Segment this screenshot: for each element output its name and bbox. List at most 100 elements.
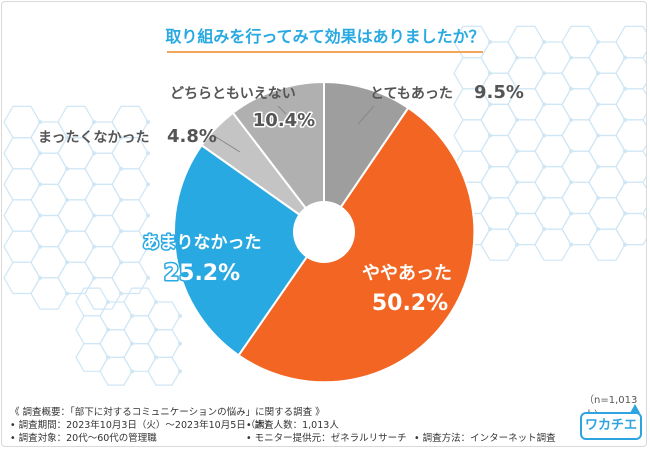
hexagon-decoration [57, 199, 95, 232]
pie-slice [323, 80, 410, 236]
hexagon-decoration [615, 150, 646, 183]
slice-value: 10.4% [253, 110, 315, 131]
hexagon-decoration [615, 56, 646, 90]
hexagon-node [146, 275, 150, 280]
hexagon-decoration [57, 168, 95, 201]
hexagon-decoration [561, 56, 599, 90]
hexagon-decoration [147, 301, 181, 331]
brand-logo-tail [630, 404, 640, 413]
hexagon-decoration [453, 119, 491, 152]
hexagon-decoration [588, 41, 626, 74]
hexagon-decoration [507, 212, 545, 246]
leader-line [277, 105, 287, 115]
hexagon-decoration [75, 287, 109, 317]
hexagon-decoration [3, 168, 41, 201]
hexagon-decoration [3, 199, 41, 232]
hexagon-node [146, 120, 150, 124]
hexagon-decoration [534, 228, 572, 261]
slice-label: あまりなかった [143, 233, 262, 253]
hexagon-decoration [480, 103, 518, 137]
hexagon-decoration [30, 246, 68, 279]
slice-label: ややあった [362, 263, 452, 284]
hexagon-decoration [30, 183, 68, 217]
hexagon-decoration [534, 166, 572, 199]
pie-labels: とてもあった 9.5% ややあった 50.2% あまりなかった 25.2% まったくなかった… [38, 82, 524, 318]
hexagon-node [178, 369, 182, 374]
leader-line [215, 136, 241, 153]
hexagon-decoration [3, 230, 41, 263]
pie-slice [231, 80, 325, 235]
hexagon-decoration [480, 197, 518, 230]
slice-label: まったくなかった [38, 130, 149, 146]
pie-slice [173, 143, 326, 357]
survey-target: • 調査対象：20代～60代の管理職 [10, 433, 157, 444]
hexagon-decoration [561, 212, 599, 246]
hexagon-decoration [84, 152, 122, 185]
hexagon-decoration [480, 228, 518, 261]
hexagon-node [178, 313, 182, 318]
hexagon-decoration [534, 134, 572, 168]
chart-title: 取り組みを行ってみて効果はありましたか？ [165, 27, 484, 46]
hexagon-decoration [507, 25, 545, 59]
survey-provider: • モニター提供元：ゼネラルリサーチ [246, 433, 407, 444]
hexagon-decoration [534, 103, 572, 137]
hexagon-decoration [30, 152, 68, 185]
hexagon-decoration [588, 134, 626, 168]
slice-value: 4.8% [167, 126, 217, 147]
hexagon-node [146, 244, 150, 249]
hexagon-decoration [480, 134, 518, 168]
hexagon-decoration [75, 315, 109, 345]
slice-label: どちらともいえない [170, 86, 296, 102]
donut-hole [293, 201, 355, 263]
hexagon-decoration [615, 181, 646, 215]
hexagon-decoration [99, 329, 133, 358]
hexagon-decoration [534, 72, 572, 106]
hexagon-node [178, 341, 182, 346]
hexagon-decoration [534, 197, 572, 230]
hexagon-decoration [147, 356, 181, 386]
hexagon-decoration [123, 315, 157, 345]
hexagon-node [146, 182, 150, 187]
hexagon-decoration [30, 214, 68, 248]
survey-summary: 《 調査概要：「部下に対するコミュニケーションの悩み」に関する調査 》 [10, 407, 325, 418]
hexagon-decoration [507, 181, 545, 215]
hexagon-decoration [57, 230, 95, 263]
hexagon-decoration [84, 183, 122, 217]
pie-slices [173, 80, 476, 384]
hexagon-decoration [507, 119, 545, 152]
hexagon-node [146, 151, 150, 156]
hexagon-decoration [588, 197, 626, 230]
brand-logo: ワカチエ [580, 412, 642, 440]
slice-label: とてもあった [370, 86, 453, 102]
slice-value: 50.2% [372, 291, 448, 316]
hexagon-decoration [588, 103, 626, 137]
hexagon-decoration [123, 343, 157, 372]
leader-line [357, 105, 375, 125]
hexagon-decoration [588, 166, 626, 199]
hexagon-decoration [588, 72, 626, 106]
hexagon-decoration [99, 301, 133, 331]
hexagon-decoration [75, 343, 109, 372]
hexagon-decoration [480, 41, 518, 74]
hexagon-decoration [84, 246, 122, 279]
hexagon-decoration [3, 261, 41, 295]
hexagon-decoration [561, 25, 599, 59]
hexagon-decoration [3, 137, 41, 170]
slice-value: 9.5% [474, 82, 524, 103]
slice-value: 25.2% [164, 261, 240, 286]
survey-period: • 調査期間：2023年10月3日（火）～2023年10月5日（木） [10, 420, 275, 431]
hexagon-decoration [3, 105, 41, 139]
survey-count: • 調査人数：1,013人 [246, 420, 339, 431]
hexagon-decoration [561, 150, 599, 183]
pie-slice [237, 106, 476, 384]
hexagon-node [146, 213, 150, 218]
hexagon-decoration [561, 119, 599, 152]
hexagon-decoration [615, 212, 646, 246]
hexagon-decoration [561, 181, 599, 215]
hexagon-decoration [111, 261, 149, 295]
hexagon-decoration [615, 88, 646, 121]
hexagon-decoration [57, 261, 95, 295]
hexagon-decoration [84, 214, 122, 248]
hexagon-decoration [99, 356, 133, 386]
